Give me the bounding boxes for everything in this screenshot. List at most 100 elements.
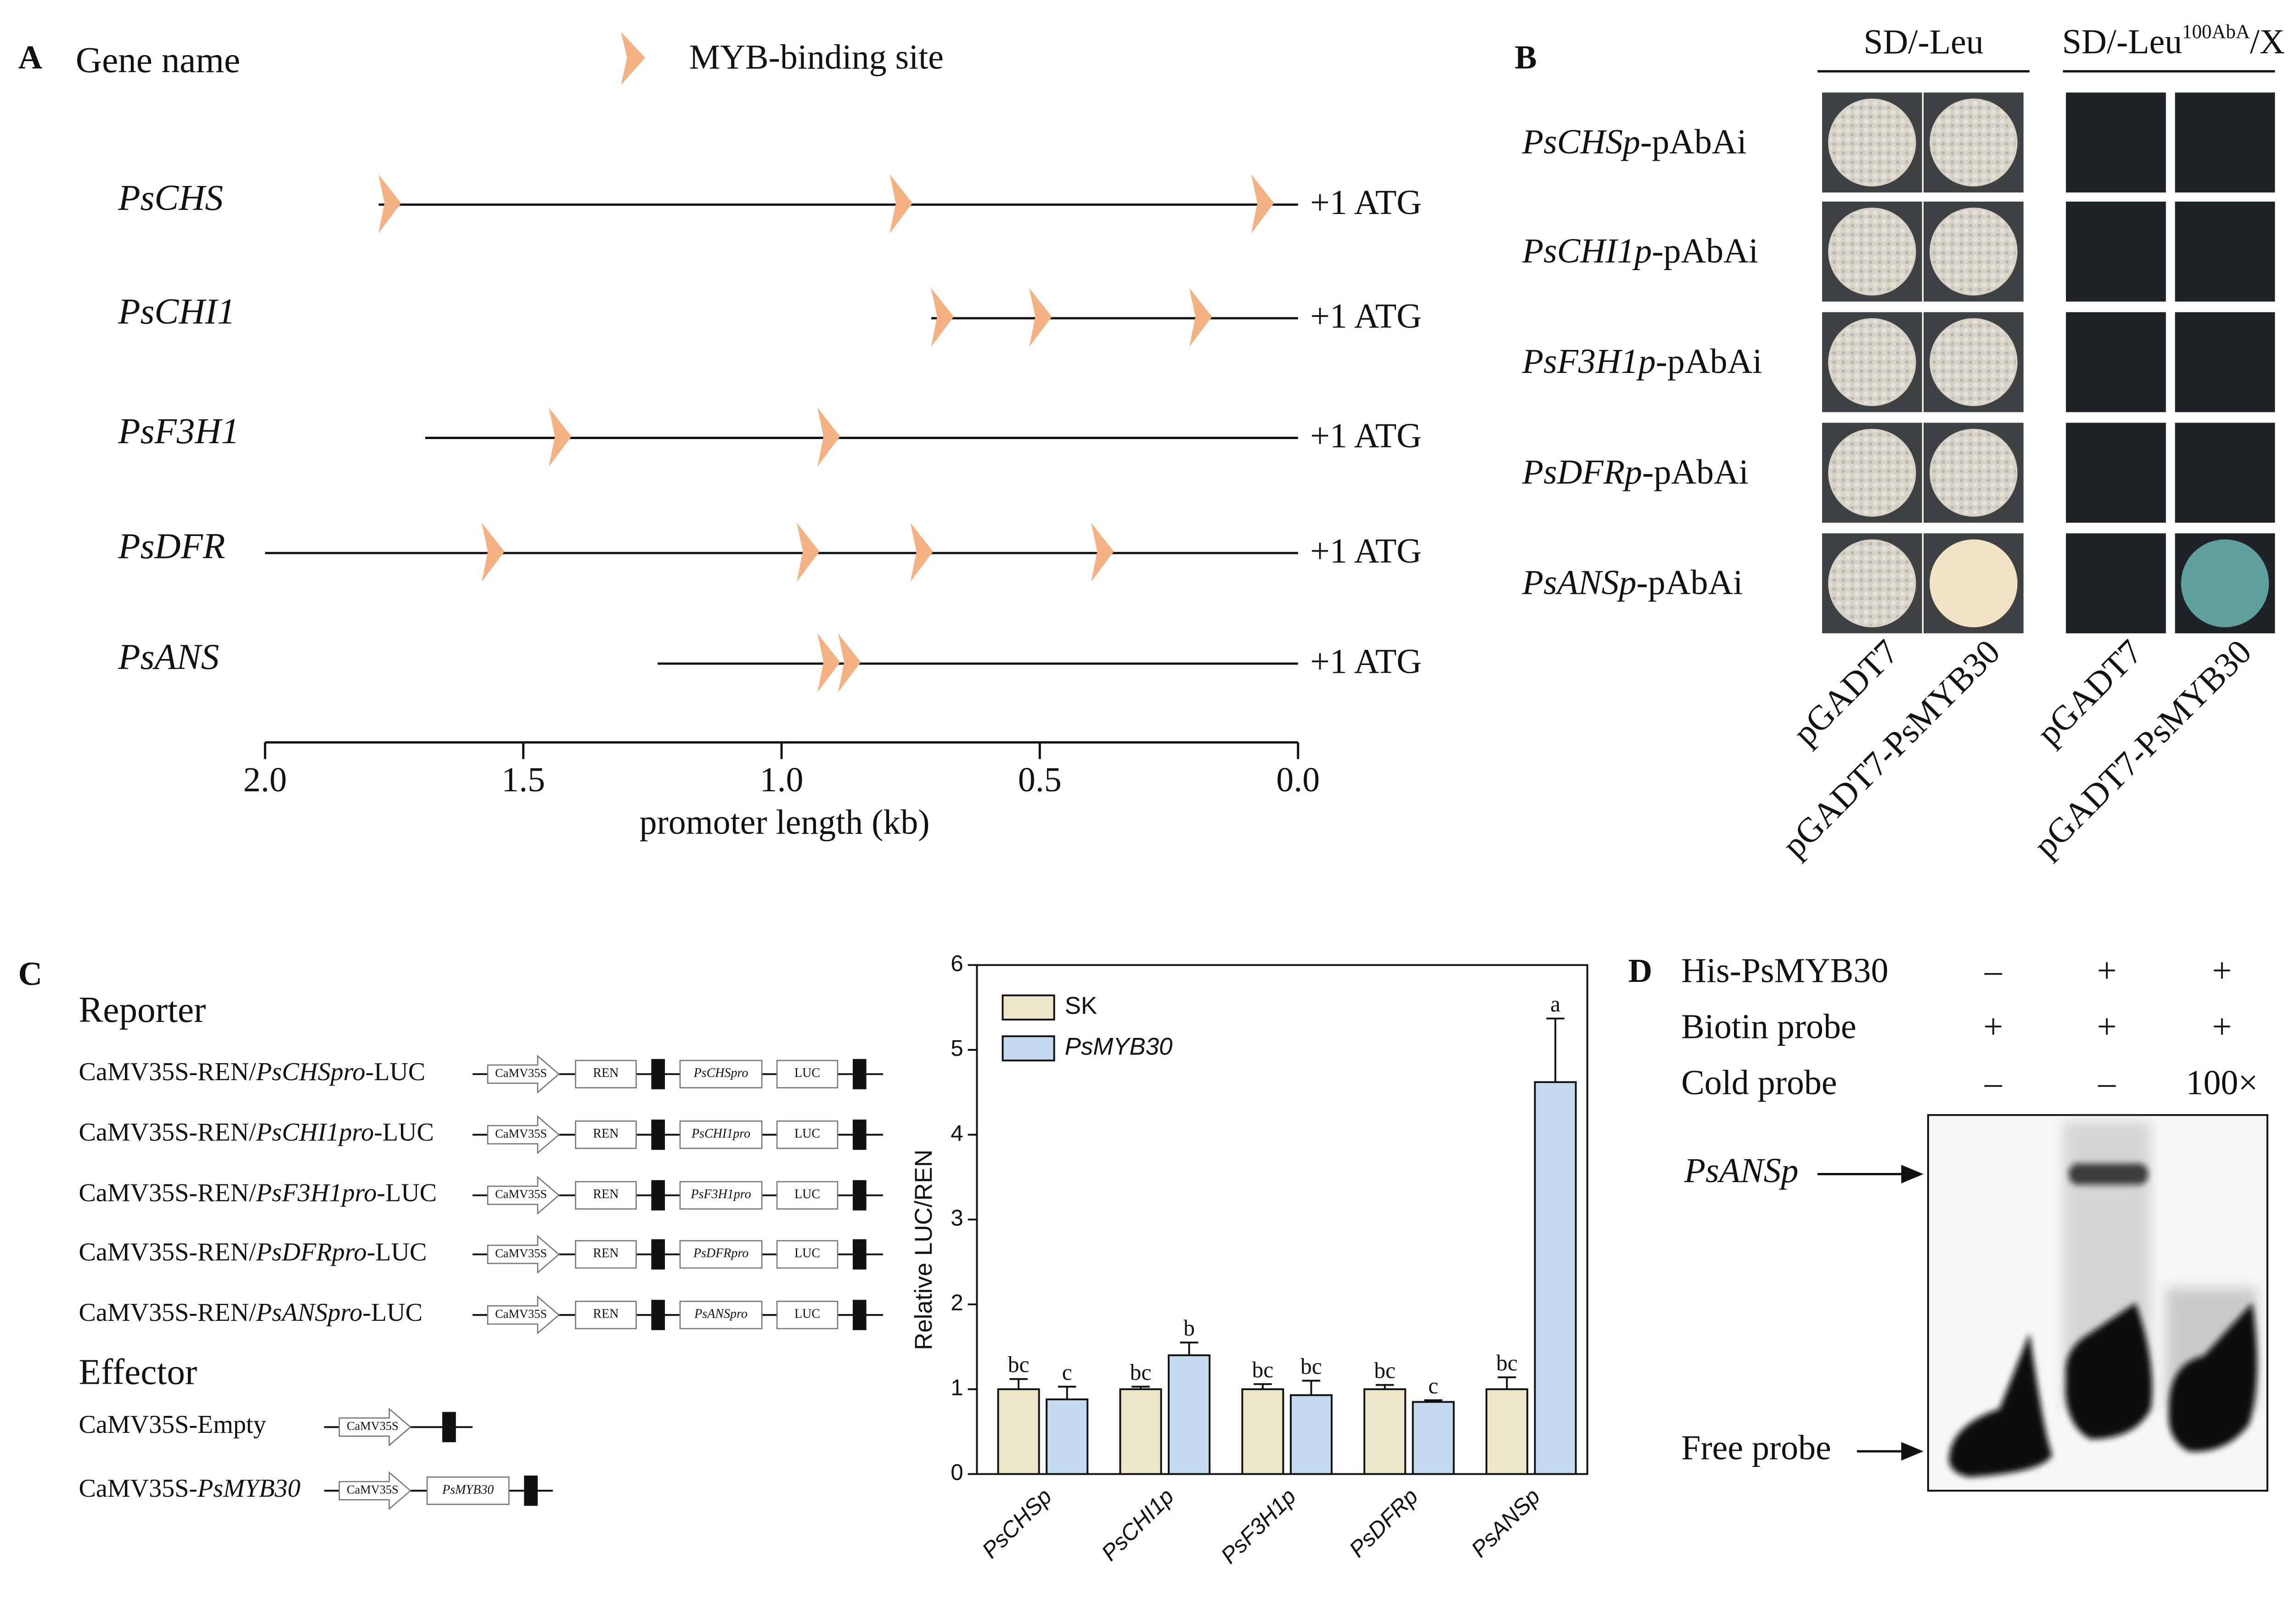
ren-box-label: REN bbox=[593, 1066, 619, 1080]
text-part: -LUC bbox=[362, 1298, 422, 1327]
text-part: PsDFRpro bbox=[256, 1238, 367, 1266]
promoter-box-label: PsF3H1pro bbox=[690, 1187, 751, 1201]
myb-site bbox=[1189, 287, 1212, 347]
text-part: CaMV35S-REN/ bbox=[79, 1118, 257, 1147]
bar-chart: 0 1 2 3 4 5 6 Relative LUC/REN bc c PsCHSp bc b PsCHI… bbox=[910, 951, 1588, 1569]
construct-label: CaMV35S-REN/PsCHSpro-LUC bbox=[79, 1058, 426, 1086]
text-part: -LUC bbox=[367, 1238, 427, 1266]
luc-box bbox=[776, 1120, 838, 1149]
terminator bbox=[852, 1119, 867, 1150]
free-probe bbox=[2168, 1302, 2257, 1452]
panel-c: CaMV35S-REN/PsCHSpro-LUC CaMV35S REN PsCHSp… bbox=[79, 1054, 883, 1511]
significance-label: bc bbox=[1008, 1352, 1030, 1377]
x-tick-label: PsF3H1p bbox=[1216, 1484, 1301, 1569]
x-tick-label: 0.5 bbox=[1018, 761, 1062, 799]
atg-label: +1 ATG bbox=[1310, 532, 1422, 570]
error-bar bbox=[1424, 1399, 1443, 1402]
row-label: Biotin probe bbox=[1681, 1008, 1856, 1046]
myb-site bbox=[838, 633, 861, 693]
x-tick-label: 1.5 bbox=[501, 761, 545, 799]
lane-value: + bbox=[2097, 1008, 2117, 1046]
error-bar bbox=[1302, 1380, 1321, 1395]
bar bbox=[1534, 1081, 1577, 1475]
atg-label: +1 ATG bbox=[1310, 417, 1422, 455]
legend-label: MYB-binding site bbox=[689, 38, 944, 77]
ren-box bbox=[575, 1181, 637, 1210]
bar bbox=[1241, 1388, 1284, 1475]
significance-label: bc bbox=[1252, 1357, 1274, 1382]
band-arrow bbox=[1857, 1442, 1924, 1461]
text-part: PsCHSpro bbox=[256, 1058, 366, 1086]
error-bar bbox=[1375, 1384, 1394, 1389]
section-title: Reporter bbox=[79, 990, 206, 1030]
colony bbox=[2181, 539, 2269, 627]
error-bar bbox=[1009, 1378, 1028, 1389]
ren-box bbox=[575, 1301, 637, 1330]
row-label: Cold probe bbox=[1681, 1064, 1837, 1102]
legend-label: PsMYB30 bbox=[1065, 1033, 1173, 1060]
promoter-arrow bbox=[487, 1234, 560, 1274]
lane-value: + bbox=[2212, 1008, 2232, 1046]
colony-texture bbox=[1931, 209, 2016, 294]
error-bar bbox=[1497, 1376, 1516, 1389]
ren-box bbox=[575, 1120, 637, 1149]
text-part: -LUC bbox=[366, 1058, 426, 1086]
promoter-arrow-label: CaMV35S bbox=[495, 1127, 547, 1140]
significance-label: bc bbox=[1374, 1358, 1396, 1383]
plate-image bbox=[2065, 533, 2166, 633]
text-part: PsCHSp bbox=[1522, 123, 1640, 161]
luc-box-label: LUC bbox=[794, 1127, 820, 1141]
bar bbox=[997, 1388, 1040, 1475]
promoter-arrow bbox=[338, 1407, 411, 1447]
gene-box-label: PsMYB30 bbox=[442, 1482, 494, 1497]
row-label: PsANSp-pAbAi bbox=[1522, 564, 1743, 602]
x-tick-label: PsCHSp bbox=[977, 1484, 1057, 1563]
text-part: PsF3H1p bbox=[1522, 343, 1656, 381]
y-axis-label: Relative LUC/REN bbox=[910, 1150, 937, 1350]
text-part: -pAbAi bbox=[1640, 123, 1747, 161]
medium-header: SD/-Leu bbox=[1863, 23, 1983, 62]
column-label: pGADT7-PsMYB30 bbox=[2026, 632, 2259, 865]
colony-texture bbox=[1829, 541, 1915, 626]
text-part: PsANSp bbox=[1522, 564, 1637, 602]
plate-image bbox=[2065, 312, 2166, 412]
bar bbox=[1412, 1401, 1455, 1475]
row-label: PsCHSp-pAbAi bbox=[1522, 123, 1747, 161]
panel-letter: C bbox=[18, 955, 42, 992]
bar bbox=[1119, 1388, 1162, 1475]
text-part: CaMV35S- bbox=[79, 1474, 198, 1503]
construct-label: CaMV35S-REN/PsF3H1pro-LUC bbox=[79, 1179, 437, 1207]
text-part: -pAbAi bbox=[1652, 232, 1758, 271]
terminator bbox=[651, 1180, 665, 1211]
ren-box bbox=[575, 1240, 637, 1269]
promoter-box bbox=[679, 1060, 763, 1088]
luc-box-label: LUC bbox=[794, 1307, 820, 1321]
gene-name: PsANS bbox=[118, 637, 219, 677]
terminator bbox=[651, 1300, 665, 1330]
x-tick-label: PsCHI1p bbox=[1097, 1484, 1179, 1566]
y-tick-label: 6 bbox=[951, 951, 963, 976]
bar bbox=[1363, 1388, 1407, 1475]
terminator bbox=[852, 1239, 867, 1270]
colony-texture bbox=[1931, 430, 2016, 515]
error-bar bbox=[1131, 1386, 1150, 1389]
construct-label: CaMV35S-Empty bbox=[79, 1410, 266, 1439]
construct-label: CaMV35S-REN/PsDFRpro-LUC bbox=[79, 1238, 427, 1266]
promoter-box bbox=[679, 1181, 763, 1210]
bar bbox=[1486, 1388, 1529, 1475]
bar bbox=[1289, 1394, 1333, 1475]
myb-site bbox=[931, 287, 954, 347]
bar bbox=[1046, 1398, 1089, 1475]
x-tick-label: PsDFRp bbox=[1345, 1484, 1423, 1562]
panel-letter: B bbox=[1514, 39, 1536, 76]
promoter-arrow-label: CaMV35S bbox=[347, 1482, 399, 1496]
significance-label: bc bbox=[1130, 1359, 1152, 1385]
lane-value: – bbox=[1984, 1064, 2003, 1102]
terminator bbox=[852, 1059, 867, 1089]
row-label: PsCHI1p-pAbAi bbox=[1522, 232, 1758, 271]
plate-image bbox=[2175, 201, 2275, 302]
myb-site bbox=[797, 523, 820, 582]
plate-image bbox=[2065, 92, 2166, 193]
text-part: CaMV35S-REN/ bbox=[79, 1298, 257, 1327]
myb-site bbox=[817, 407, 840, 467]
